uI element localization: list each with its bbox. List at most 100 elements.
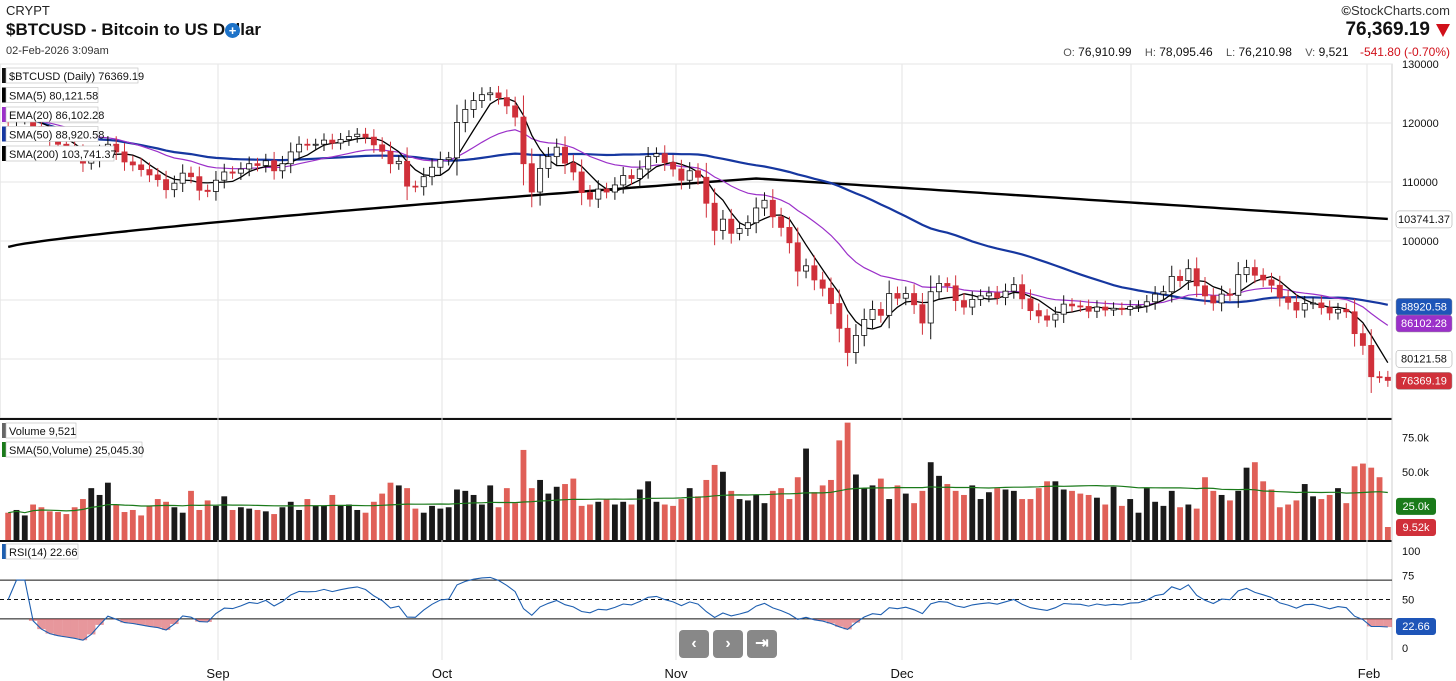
volume-bar [1052, 481, 1059, 540]
rsi-oversold-fill [1375, 618, 1384, 627]
candle-body [1044, 315, 1051, 321]
low-value: 76,210.98 [1238, 45, 1292, 59]
volume-bar [553, 486, 560, 540]
volume-bar [1160, 505, 1167, 540]
last-value-label: 22.66 [1402, 621, 1430, 633]
volume-bar [927, 462, 934, 540]
volume-bar [1376, 477, 1383, 540]
candle-body [1218, 293, 1225, 304]
candle-body [1110, 307, 1117, 311]
candle-body [1285, 296, 1292, 303]
volume-bar [1235, 490, 1242, 540]
candle-body [877, 309, 884, 316]
volume-bar [1035, 488, 1042, 540]
volume-bar [304, 499, 311, 540]
candle-body [512, 105, 519, 118]
rsi-oversold-fill [45, 618, 54, 634]
volume-bar [628, 504, 635, 540]
candle-body [744, 222, 751, 230]
volume-bar [836, 440, 843, 540]
candle-body [1010, 284, 1017, 292]
candle-body [345, 136, 352, 140]
chevron-right-icon: › [725, 635, 731, 652]
volume-bar [919, 490, 926, 540]
candle-body [936, 283, 943, 293]
chevron-left-icon: ‹ [691, 635, 697, 652]
volume-bar [1326, 494, 1333, 540]
rsi-oversold-fill [95, 618, 104, 625]
candle-body [894, 293, 901, 299]
candle-body [445, 157, 452, 160]
candle-body [321, 139, 327, 145]
last-value-label: 103741.37 [1398, 214, 1450, 226]
rsi-oversold-fill [53, 618, 63, 636]
volume-bar [179, 512, 186, 540]
volume-bar [1060, 489, 1067, 540]
volume-sma-line [8, 484, 1388, 514]
volume-bar [1243, 467, 1250, 540]
candle-body [520, 116, 527, 165]
last-value-tag [1395, 350, 1453, 368]
candle-body [1093, 306, 1100, 312]
rsi-oversold-fill [195, 618, 204, 622]
candle-body [1301, 303, 1308, 311]
end-icon: ⇥ [755, 635, 769, 652]
rsi-oversold-fill [37, 618, 46, 630]
sma5-line [8, 97, 1389, 364]
candle-body [254, 163, 261, 166]
candle-body [138, 164, 145, 171]
volume-bar [71, 507, 78, 540]
plus-icon[interactable]: + [225, 23, 240, 38]
volume-bar [370, 501, 377, 540]
candle-body [570, 162, 577, 173]
volume-bar [1094, 497, 1100, 540]
volume-bar [420, 512, 427, 540]
volume-bar [5, 512, 12, 540]
candle-body [761, 199, 768, 209]
volume-bar [911, 503, 918, 540]
candle-body [1343, 309, 1350, 313]
open-value: 76,910.99 [1078, 45, 1132, 59]
volume-bar [462, 490, 469, 540]
rsi-tick-label: 0 [1402, 643, 1408, 655]
volume-bar [769, 490, 776, 540]
candle-body [1193, 268, 1200, 287]
volume-tick-label: 75.0k [1402, 433, 1429, 445]
volume-bar [678, 499, 685, 540]
volume-bar [312, 505, 319, 540]
candle-body [354, 133, 361, 137]
candle-body [736, 228, 743, 234]
candle-body [528, 163, 535, 193]
candle-body [844, 327, 851, 353]
candle-body [146, 169, 153, 176]
volume-bar [528, 488, 535, 540]
candle-body [703, 176, 710, 204]
volume-bar [1360, 463, 1366, 540]
copyright-icon: © [1341, 3, 1352, 18]
candle-body [1127, 306, 1134, 310]
volume-bar [1185, 504, 1192, 540]
candle-body [1118, 307, 1125, 310]
volume-bar [354, 509, 361, 540]
volume-bar [1218, 494, 1225, 540]
volume-bar [1301, 484, 1308, 540]
candle-body [1019, 284, 1026, 300]
volume-bar [412, 508, 419, 540]
candle-body [329, 139, 336, 144]
candle-body [1002, 290, 1009, 299]
candle-body [828, 287, 834, 304]
volume-bar [744, 500, 751, 540]
scroll-to-end-button[interactable]: ⇥ [747, 630, 777, 658]
volume-bar [728, 490, 735, 540]
symbol-title[interactable]: $BTCUSD - Bitcoin to US Dollar [6, 20, 262, 39]
scroll-back-button[interactable]: ‹ [679, 630, 709, 658]
volume-bar [146, 505, 153, 540]
candle-body [412, 185, 419, 188]
legend-box [5, 543, 79, 560]
volume-bar [1285, 504, 1292, 540]
x-tick-label: Feb [1358, 666, 1380, 681]
ohlc-bar: O: 76,910.99 H: 78,095.46 L: 76,210.98 V… [1053, 45, 1450, 59]
scroll-forward-button[interactable]: › [713, 630, 743, 658]
price-tick-label: 120000 [1402, 118, 1439, 130]
